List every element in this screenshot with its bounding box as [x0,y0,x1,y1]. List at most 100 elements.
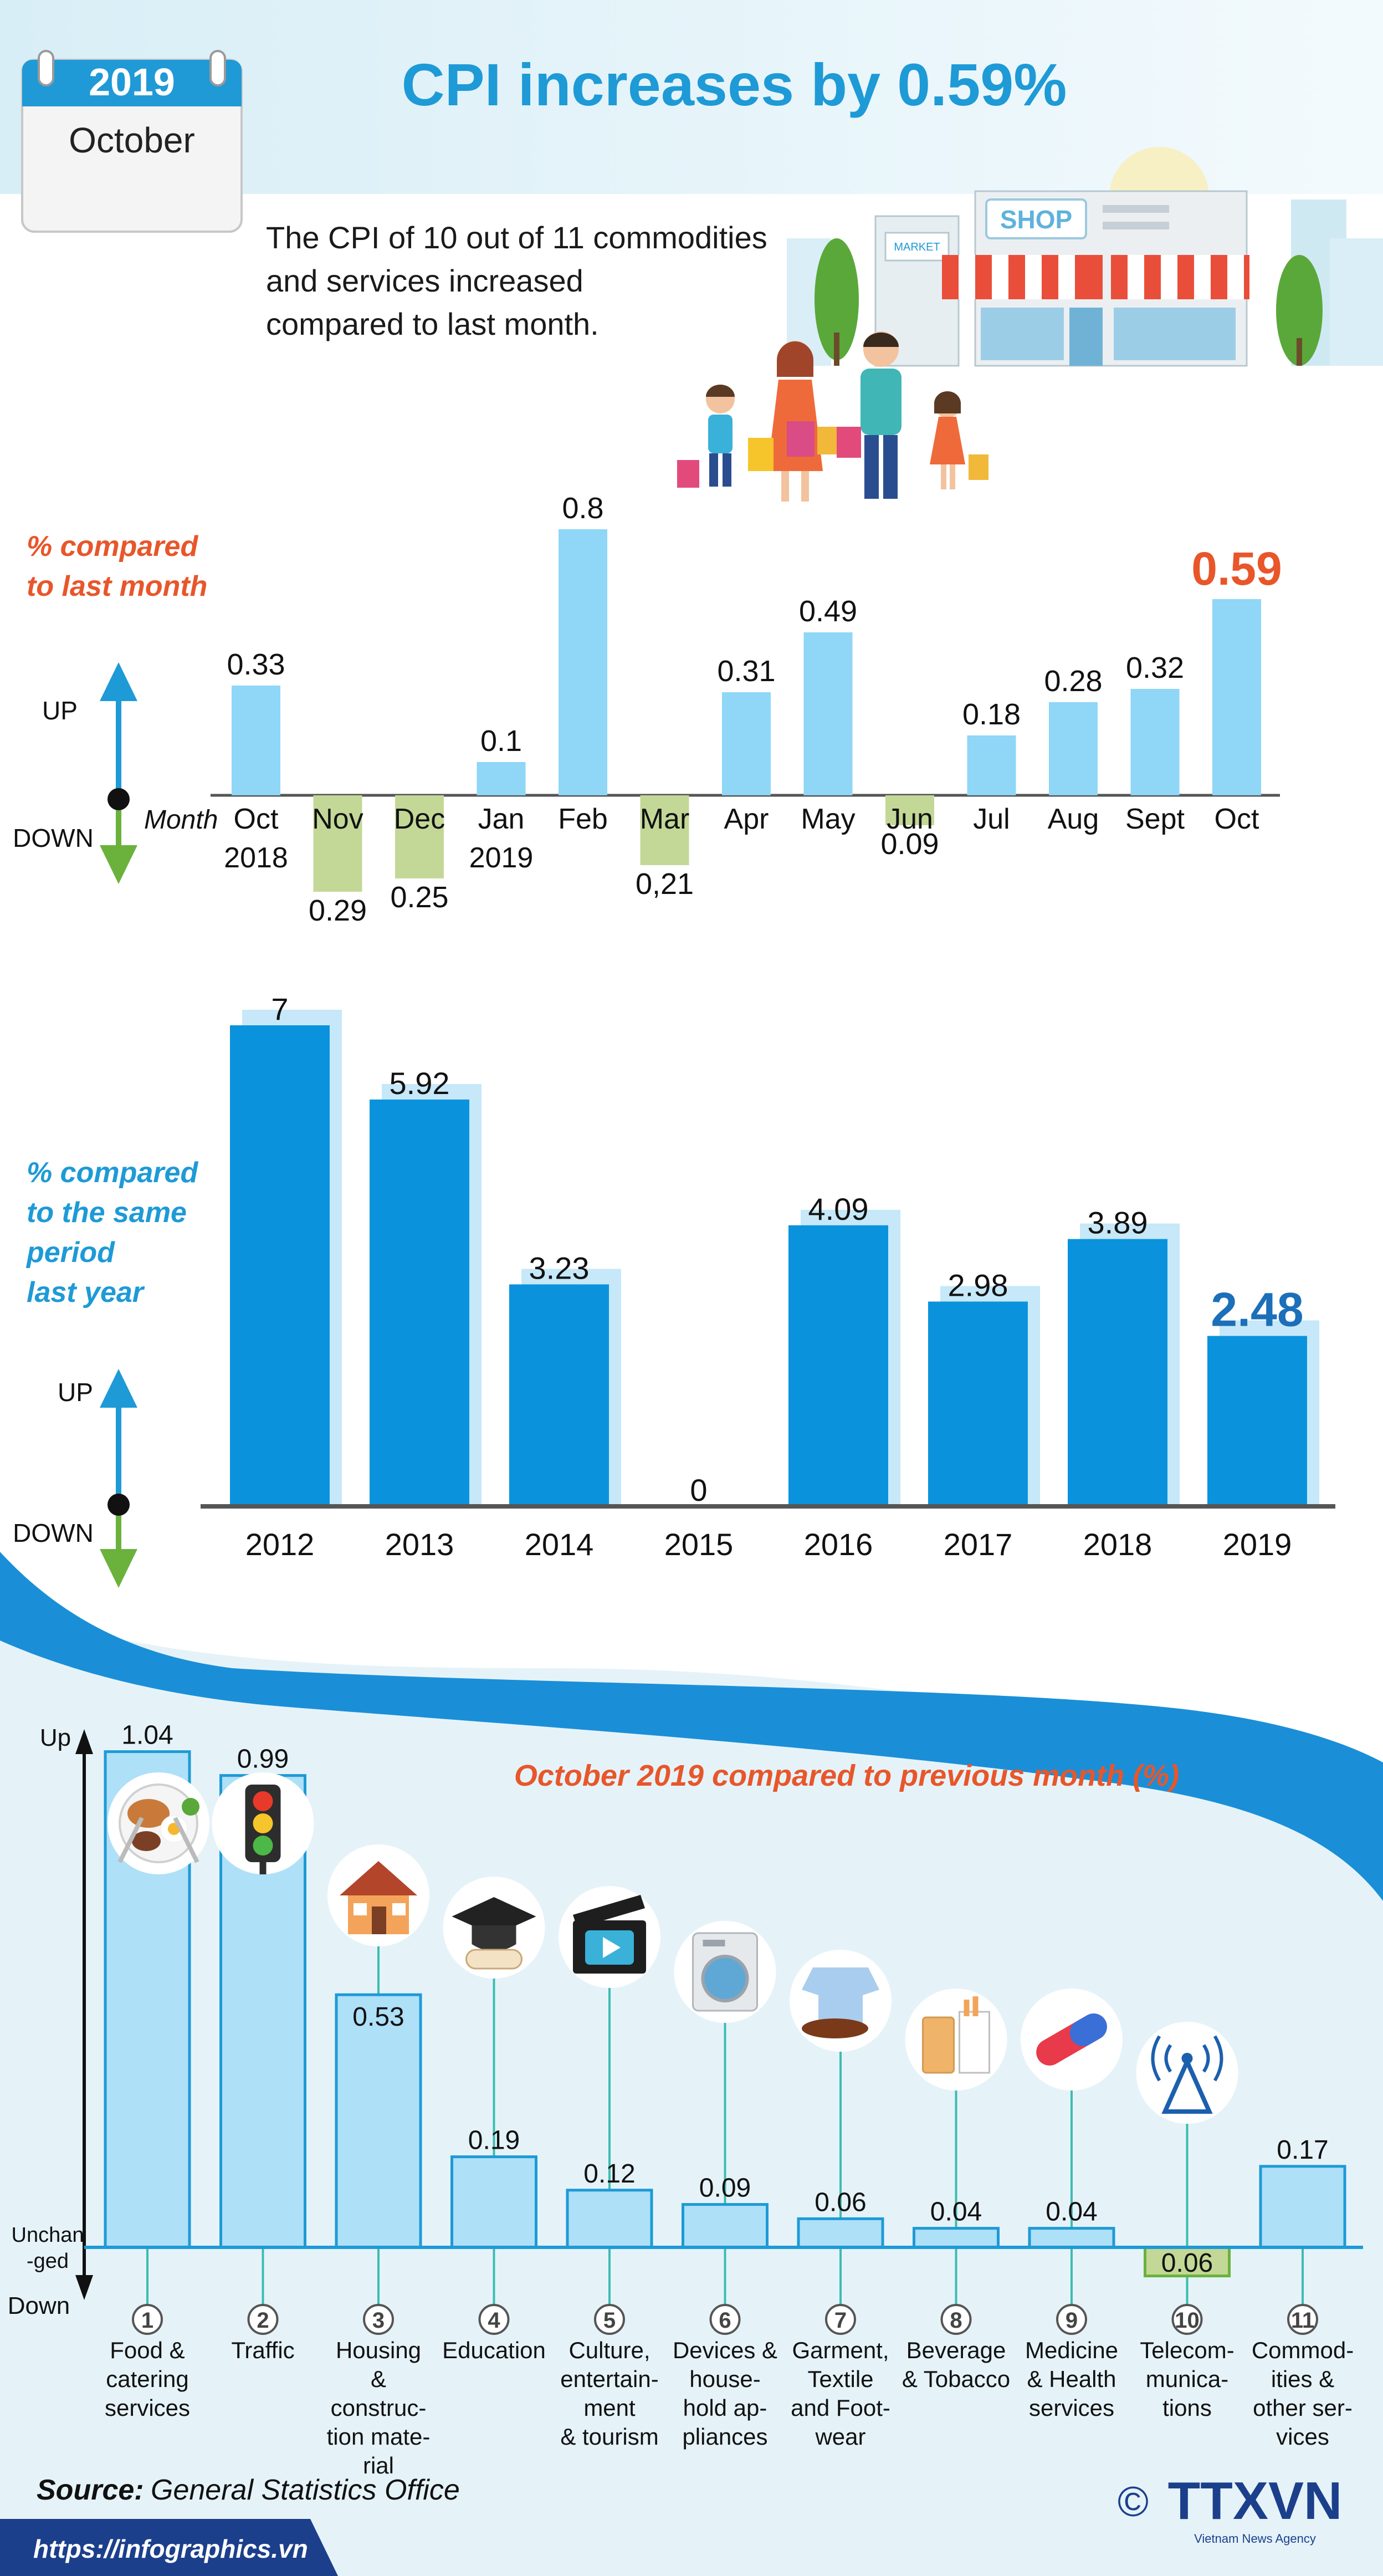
category-name-label: catering [106,2366,188,2392]
monthly-category-label: Apr [724,803,769,835]
category-name-label: Textile [807,2366,873,2392]
category-number-circle [1171,2304,1203,2335]
intro-line-1: The CPI of 10 out of 11 commodities [266,220,767,255]
signal-wave [1213,2035,1223,2082]
category-number-circle [1056,2304,1087,2335]
category-name-label: services [105,2395,190,2421]
infographics-url[interactable]: https://infographics.vn [33,2534,308,2563]
category-name-label: entertain- [560,2366,658,2392]
category-name-label: & tourism [560,2424,658,2450]
monthly-bar [559,529,607,795]
ttxvn-logo-sub: Vietnam News Agency [1194,2532,1316,2546]
monthly-category-label: 2018 [224,842,288,874]
knife-shape [173,1817,199,1863]
category-value-label: 0.12 [583,2159,635,2189]
page-title: CPI increases by 0.59% [402,51,1067,118]
category-name-label: Food & [110,2337,185,2363]
monthly-category-label: Sept [1125,803,1185,835]
category-number-circle [594,2304,625,2335]
monthly-value-label: 0,21 [636,867,694,901]
category-name-label: services [1029,2395,1114,2421]
yearly-category-label: 2017 [944,1527,1013,1562]
category-number-circle [1287,2304,1318,2335]
monthly-category-label: Mar [640,803,690,835]
yearly-side-label-2: to the same [27,1197,187,1229]
category-number-circle [709,2304,741,2335]
monthly-value-label: 0.49 [799,595,857,628]
category-up-label: Up [40,1724,71,1751]
category-name-label: Culture, [568,2337,650,2363]
window-shape [392,1903,406,1915]
monthly-value-label: 0.18 [962,698,1021,731]
yearly-value-label: 5.92 [390,1066,450,1101]
category-value-label: 0.19 [468,2126,520,2155]
url-band [0,2519,338,2576]
category-number: 4 [488,2308,500,2333]
category-value-label: 0.99 [237,1745,289,1774]
source-label: Source: [37,2474,144,2506]
category-name-label: house- [689,2366,760,2392]
cap-base [472,1925,516,1951]
window-shape [354,1903,367,1915]
yearly-category-label: 2015 [664,1527,734,1562]
monthly-category-label: 2019 [469,842,534,874]
monthly-bar [313,795,362,892]
monthly-bar-chart: 0.33 Oct 2018 0.29 Nov 0.25 Dec 0.1 Jan 2019 0.8 Fe… [211,492,1282,927]
monthly-bar [967,735,1016,795]
monthly-value-label: 0.1 [480,724,522,758]
category-value-label: 0.04 [930,2197,982,2227]
monthly-axis-label: Month [144,805,218,835]
category-value-label: 0.53 [352,2002,404,2032]
yearly-value-label: 2.98 [948,1267,1008,1302]
monthly-value-label: 0.32 [1126,651,1184,684]
yearly-category-label: 2019 [1223,1527,1292,1562]
market-sign: MARKET [894,241,940,253]
family-shoppers [677,331,988,502]
shop-sign: SHOP [1000,205,1072,234]
category-name-label: munica- [1146,2366,1228,2392]
category-name-label: tion mate- [327,2424,431,2450]
meat-shape [132,1831,161,1851]
category-name-label: Education [442,2337,546,2363]
monthly-category-label: May [801,803,855,835]
yearly-value-label: 4.09 [808,1192,869,1226]
shoe-shape [802,2018,868,2038]
category-number: 10 [1175,2308,1200,2333]
yearly-category-label: 2016 [804,1527,873,1562]
cigarette-shape [964,2000,970,2016]
ttxvn-logo: TTXVN [1168,2471,1343,2531]
monthly-bar [885,795,934,825]
category-down-label: Down [8,2292,70,2319]
monthly-bar [1130,689,1180,795]
category-name-label: Housing [336,2337,421,2363]
play-triangle [603,1937,621,1958]
red-light [253,1791,273,1811]
calendar-month: October [69,120,195,160]
category-bar [682,2203,769,2249]
monthly-bar [640,795,689,865]
category-number: 6 [719,2308,731,2333]
source-value: General Statistics Office [151,2474,460,2506]
yearly-category-label: 2012 [245,1527,315,1562]
yearly-down-label: DOWN [13,1519,94,1547]
category-name-label: other ser- [1253,2395,1353,2421]
yearly-bar [370,1099,469,1506]
category-unchanged-label-2: -ged [27,2250,69,2273]
diploma-shape [465,1949,523,1970]
bread-shape [127,1799,170,1828]
monthly-value-label: 0.33 [227,648,285,681]
yearly-value-label: 3.23 [529,1250,590,1285]
capsule-blue [1069,2013,1107,2046]
category-axis-arrows [75,1729,93,2300]
monthly-side-label-1: % compared [27,530,198,563]
category-name-label: ities & [1271,2366,1334,2392]
category-name-label: ment [583,2395,636,2421]
category-bar [335,1993,422,2249]
monthly-bar [803,632,853,795]
yearly-bar [1207,1336,1307,1506]
light-pole [259,1862,267,1874]
herb-shape [182,1798,199,1816]
category-bar [1259,2165,1346,2249]
category-name-label: and Foot- [791,2395,890,2421]
